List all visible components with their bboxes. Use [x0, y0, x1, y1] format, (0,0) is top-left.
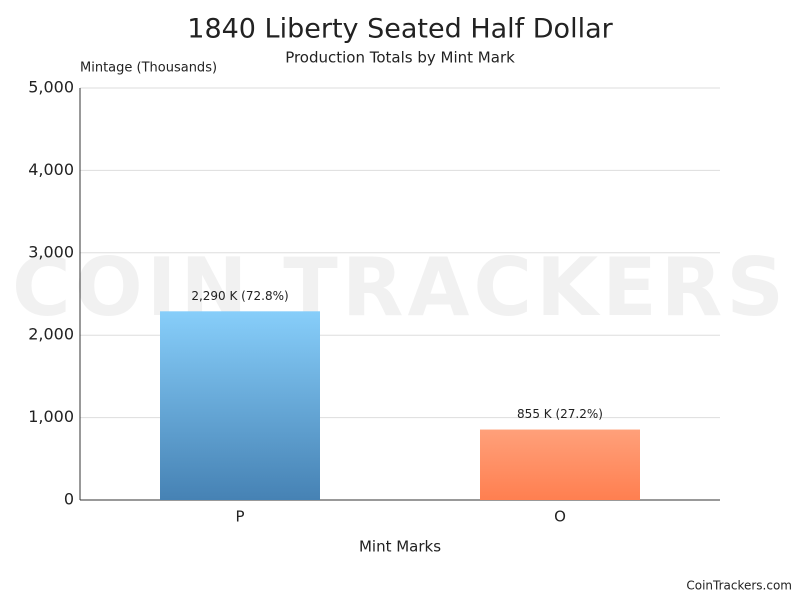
y-tick-label: 2,000 — [28, 325, 74, 344]
y-tick-label: 5,000 — [28, 78, 74, 97]
chart-title: 1840 Liberty Seated Half Dollar — [187, 14, 613, 45]
x-tick-label: O — [554, 508, 566, 526]
x-tick-label: P — [235, 508, 244, 526]
chart-subtitle: Production Totals by Mint Mark — [285, 49, 515, 67]
watermark: COIN TRACKERS — [12, 241, 788, 334]
y-tick-label: 1,000 — [28, 407, 74, 426]
bar — [480, 429, 640, 500]
y-tick-label: 3,000 — [28, 242, 74, 261]
data-label: 2,290 K (72.8%) — [191, 289, 288, 303]
x-axis-label: Mint Marks — [359, 538, 441, 556]
y-axis-label: Mintage (Thousands) — [80, 61, 217, 76]
y-tick-label: 4,000 — [28, 160, 74, 179]
footer: CoinTrackers.com — [686, 579, 792, 593]
bar — [160, 311, 320, 500]
y-tick-label: 0 — [64, 490, 74, 509]
data-label: 855 K (27.2%) — [517, 407, 603, 421]
